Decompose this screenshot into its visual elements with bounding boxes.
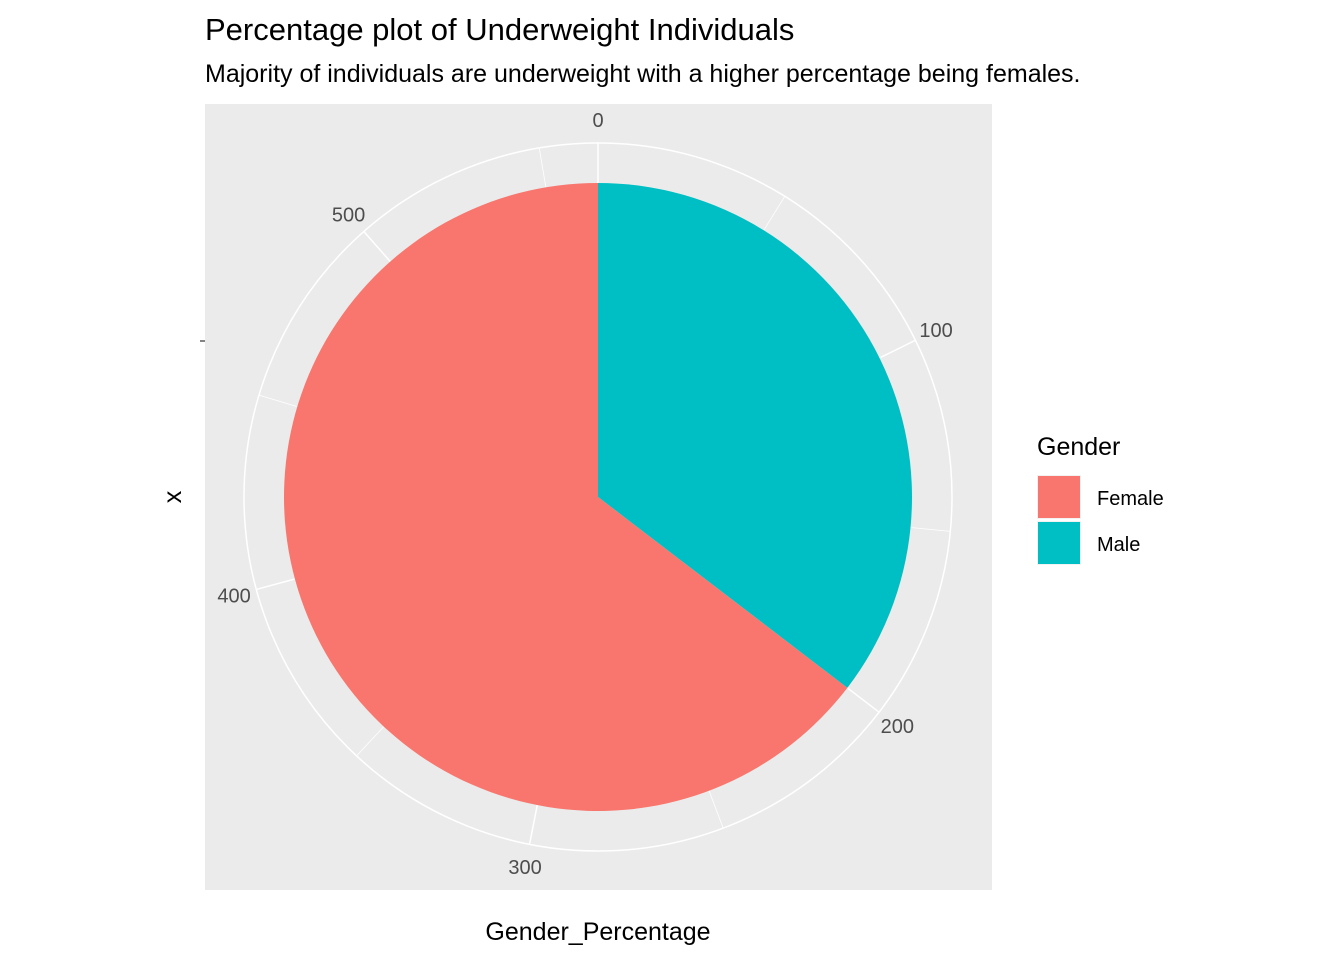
grid-spoke: [538, 147, 547, 188]
legend: Gender Female Male: [1037, 433, 1164, 565]
theta-tick-label: 500: [332, 204, 365, 226]
legend-title: Gender: [1037, 433, 1120, 461]
grid-spoke: [879, 339, 916, 359]
theta-tick-label: 100: [919, 320, 952, 342]
grid-spoke: [763, 196, 786, 231]
grid-spoke: [363, 231, 391, 263]
pie-slice-male: [598, 183, 912, 688]
pie-slice-female: [283, 183, 848, 811]
theta-tick-label: 200: [881, 716, 914, 738]
theta-tick-label: 0: [592, 110, 603, 132]
slices: [283, 183, 912, 811]
legend-label-female: Female: [1097, 488, 1164, 510]
grid-spoke: [528, 804, 539, 845]
legend-label-male: Male: [1097, 534, 1140, 556]
grid-spoke: [258, 394, 298, 408]
grid-spoke: [846, 687, 880, 713]
polar-grid: [243, 142, 953, 852]
y-axis-title: x: [159, 490, 187, 503]
grid-spoke: [356, 726, 385, 757]
grid-spoke: [910, 527, 951, 532]
chart-title: Percentage plot of Underweight Individua…: [205, 12, 795, 47]
x-axis-title: Gender_Percentage: [485, 918, 710, 946]
theta-tick-label: 400: [217, 585, 250, 607]
theta-tick-labels: 0 100 200 300 400 500: [217, 110, 952, 879]
grid-spoke: [256, 578, 296, 591]
chart-subtitle: Majority of individuals are underweight …: [205, 60, 1081, 88]
legend-swatch-male: [1038, 522, 1080, 564]
legend-swatch-female: [1038, 476, 1080, 518]
theta-tick-label: 300: [508, 857, 541, 879]
grid-spoke: [708, 790, 724, 829]
